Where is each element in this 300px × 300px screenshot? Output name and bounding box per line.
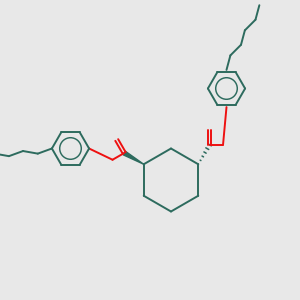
Polygon shape <box>123 151 144 164</box>
